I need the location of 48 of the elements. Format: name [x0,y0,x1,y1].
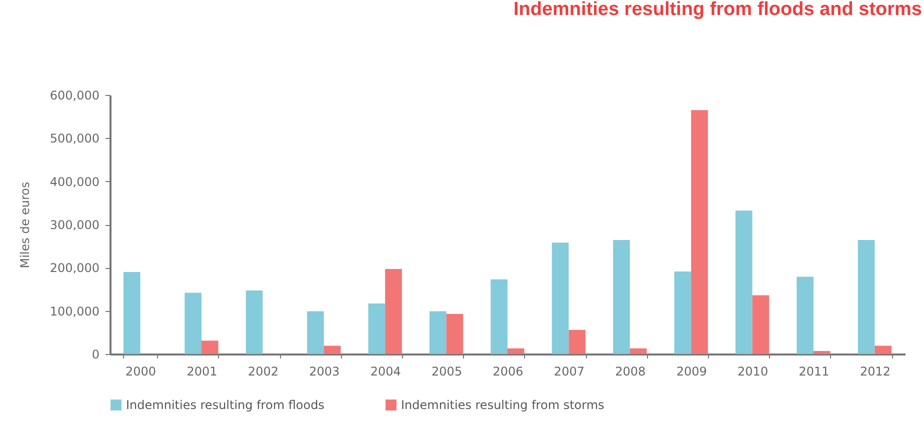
bar [630,348,647,354]
bar [184,292,202,354]
x-tick-label: 2002 [248,364,278,378]
x-tick-label: 2007 [554,364,584,378]
bar [568,330,586,354]
bar [814,350,830,354]
chart-title: Indemnities resulting from floods and storms [513,0,922,20]
bar [123,272,140,354]
bar [368,303,386,354]
x-tick-label: 2008 [615,364,646,378]
bar [613,240,630,354]
x-tick-label: 2000 [126,364,156,378]
bar [385,268,402,354]
bar [735,210,752,354]
x-tick-label: 2004 [370,364,401,378]
y-tick-label: 0 [92,348,100,362]
bar [490,279,508,354]
y-axis-title: Miles de euros [18,182,32,268]
bar [874,346,892,354]
x-tick-label: 2003 [309,364,340,378]
x-tick-label: 2006 [492,364,524,378]
legend-label: Indemnities resulting from storms [401,398,604,412]
bar [858,240,875,354]
bar [429,311,446,354]
y-tick-label: 100,000 [50,304,100,318]
bar [552,242,569,354]
x-tick-label: 2001 [186,364,218,378]
bar [752,295,770,354]
bar [446,314,464,354]
x-tick-label: 2009 [676,364,707,378]
legend-label: Indemnities resulting from floods [126,398,324,412]
bar [674,272,692,354]
x-tick-label: 2011 [798,364,830,378]
bar [307,311,324,354]
bar [201,340,218,354]
bar [796,276,814,354]
x-tick-label: 2010 [738,364,768,378]
bar [324,346,341,354]
y-tick-label: 500,000 [50,132,100,146]
y-tick-label: 300,000 [50,218,100,232]
x-tick-label: 2012 [860,364,890,378]
x-tick-label: 2005 [432,364,462,378]
y-tick-label: 400,000 [50,174,100,189]
bar [691,110,708,354]
y-tick-label: 600,000 [50,88,100,102]
bar [508,348,524,354]
bar [246,290,263,354]
y-tick-label: 200,000 [50,261,100,276]
